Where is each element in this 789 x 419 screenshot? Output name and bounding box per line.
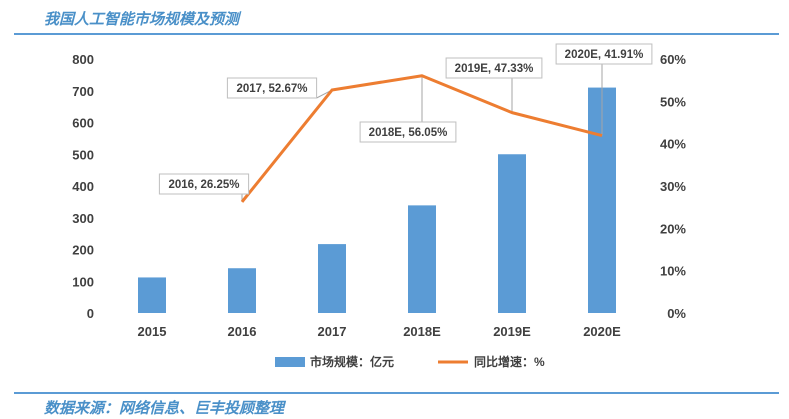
data-label: 2020E, 41.91%	[565, 49, 644, 61]
x-tick-label: 2015	[138, 324, 167, 339]
legend-swatch-market-size	[275, 357, 305, 367]
y-left-tick-label: 400	[72, 179, 94, 194]
y-right-tick-label: 30%	[660, 179, 686, 194]
data-label: 2018E, 56.05%	[369, 127, 448, 139]
y-left-tick-label: 800	[72, 52, 94, 67]
bar-2015	[138, 277, 166, 313]
y-left-tick-label: 200	[72, 243, 94, 258]
y-left-tick-label: 300	[72, 211, 94, 226]
growth-rate-line	[240, 74, 603, 203]
y-right-tick-label: 20%	[660, 221, 686, 236]
chart-legend: 市场规模：亿元 同比增速：%	[275, 354, 545, 369]
footer-divider	[14, 392, 779, 394]
data-label: 2017, 52.67%	[237, 83, 308, 95]
y-left-tick-label: 500	[72, 147, 94, 162]
callout-box	[226, 77, 318, 99]
x-tick-label: 2017	[318, 324, 347, 339]
legend-label-market-size: 市场规模：亿元	[310, 354, 394, 369]
bar-2017	[318, 244, 346, 313]
callout-box	[359, 121, 457, 143]
legend-label-growth: 同比增速：%	[474, 354, 545, 369]
y-right-tick-label: 50%	[660, 94, 686, 109]
bar-2019E	[498, 154, 526, 313]
y-right-tick-label: 10%	[660, 264, 686, 279]
y-right-tick-label: 60%	[660, 52, 686, 67]
y-left-tick-label: 700	[72, 84, 94, 99]
y-right-tick-label: 0%	[667, 306, 686, 321]
bar-2018E	[408, 205, 436, 313]
x-tick-label: 2020E	[583, 324, 621, 339]
y-left-tick-label: 0	[87, 306, 94, 321]
x-tick-label: 2019E	[493, 324, 531, 339]
header-divider	[14, 33, 779, 35]
data-label: 2019E, 47.33%	[455, 63, 534, 75]
page-title: 我国人工智能市场规模及预测	[44, 11, 240, 28]
callout-box	[445, 57, 543, 79]
y-left-tick-label: 100	[72, 274, 94, 289]
data-source: 数据来源：网络信息、巨丰投顾整理	[44, 400, 285, 417]
y-left-tick-label: 600	[72, 116, 94, 131]
x-tick-label: 2018E	[403, 324, 441, 339]
callout-box	[555, 43, 653, 65]
x-tick-label: 2016	[228, 324, 257, 339]
callout-box	[158, 173, 250, 195]
y-right-tick-label: 40%	[660, 137, 686, 152]
data-label: 2016, 26.25%	[169, 179, 240, 191]
bar-2016	[228, 268, 256, 313]
